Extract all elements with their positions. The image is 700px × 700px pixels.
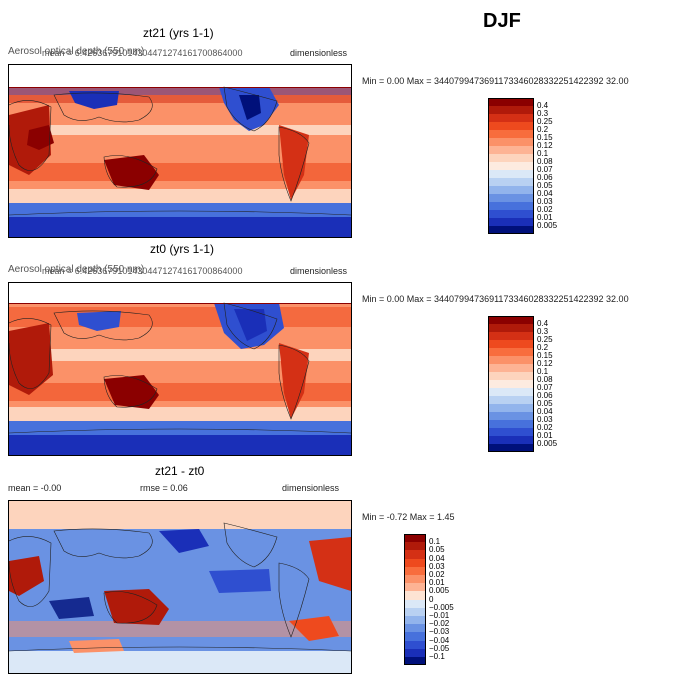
panel2-colorbar-label: 0.06: [537, 391, 553, 400]
panel3-colorbar-label: −0.01: [429, 611, 450, 620]
panel2-variable: Aerosol optical depth (550 nm): [8, 264, 145, 275]
panel2-title: zt0 (yrs 1-1): [150, 242, 215, 256]
panel1-colorbar-label: 0.2: [537, 125, 549, 134]
panel3-colorbar-label: −0.05: [429, 643, 450, 653]
panel1-title: zt21 (yrs 1-1): [143, 26, 214, 40]
panel2-minmax: Min = 0.00 Max = 34407994736911733460283…: [362, 294, 629, 304]
panel2-colorbar-label: 0.25: [537, 335, 553, 344]
panel2-colorbar-label: 0.05: [537, 399, 553, 408]
panel3-colorbar-label: −0.03: [429, 627, 450, 637]
panel1-colorbar-label: 0.005: [537, 221, 558, 230]
panel1-colorbar-label: 0.3: [537, 109, 549, 118]
panel1-colorbar-label: 0.15: [537, 133, 553, 142]
panel3-colorbar-label: 0.1: [429, 537, 441, 547]
panel2-colorbar-label: 0.4: [537, 319, 549, 328]
panel1-units: dimensionless: [290, 48, 348, 58]
panel1-colorbar-label: 0.05: [537, 181, 553, 190]
panel2-colorbar-label: 0.01: [537, 431, 553, 440]
panel3-colorbar-label: 0: [429, 594, 434, 604]
panel1-colorbar-label: 0.01: [537, 213, 553, 222]
panel3-colorbar-label: −0.02: [429, 619, 450, 629]
season-label: DJF: [483, 10, 521, 32]
panel2-colorbar-label: 0.04: [537, 407, 553, 416]
panel1-mean: mean = 6.4263679101430447127416170086400…: [42, 48, 243, 58]
panel2-colorbar-label: 0.005: [537, 439, 558, 448]
panel3-colorbar-label: 0.01: [429, 578, 445, 588]
panel2-colorbar-label: 0.15: [537, 351, 553, 360]
panel3-colorbar-label: 0.005: [429, 586, 450, 596]
panel3-colorbar-frame: [404, 534, 426, 666]
panel3-colorbar-label: −0.04: [429, 635, 450, 645]
panel1-colorbar-label: 0.02: [537, 205, 553, 214]
panel3-map: [8, 500, 352, 674]
panel2-colorbar-label: 0.1: [537, 367, 549, 376]
panel3-map-svg: [9, 501, 351, 673]
panel3-rmse: rmse = 0.06: [140, 483, 188, 493]
panel1-colorbar-label: 0.4: [537, 101, 549, 110]
panel3-units: dimensionless: [282, 483, 340, 493]
panel3-mean: mean = -0.00: [8, 483, 62, 493]
panel3-title: zt21 - zt0: [155, 464, 205, 478]
panel2-colorbar-label: 0.07: [537, 383, 553, 392]
panel1-colorbar-label: 0.1: [537, 149, 549, 158]
panel1-colorbar-label: 0.03: [537, 197, 553, 206]
panel1-colorbar-frame: [488, 98, 534, 234]
panel3-colorbar-label: 0.04: [429, 553, 445, 563]
panel2-map: [8, 282, 352, 456]
panel3-colorbar-label: 0.05: [429, 545, 445, 555]
panel2-colorbar-frame: [488, 316, 534, 452]
panel1-map: [8, 64, 352, 238]
panel2-colorbar-label: 0.12: [537, 359, 553, 368]
panel2-map-svg: [9, 283, 351, 455]
panel1-map-svg: [9, 65, 351, 237]
panel3-colorbar-label: −0.005: [429, 602, 454, 612]
panel3-colorbar-label: 0.03: [429, 561, 445, 571]
panel2-colorbar-label: 0.2: [537, 343, 549, 352]
panel2-units: dimensionless: [290, 266, 348, 276]
panel3-minmax: Min = -0.72 Max = 1.45: [362, 512, 455, 522]
panel1-colorbar-label: 0.06: [537, 173, 553, 182]
panel1-colorbar-label: 0.12: [537, 141, 553, 150]
panel1-colorbar-label: 0.07: [537, 165, 553, 174]
panel2-colorbar-label: 0.3: [537, 327, 549, 336]
panel1-variable: Aerosol optical depth (550 nm): [8, 46, 145, 57]
panel1-minmax: Min = 0.00 Max = 34407994736911733460283…: [362, 76, 629, 86]
panel2-colorbar-label: 0.08: [537, 375, 553, 384]
panel2-colorbar-label: 0.02: [537, 423, 553, 432]
panel1-colorbar-label: 0.25: [537, 117, 553, 126]
panel1-colorbar-label: 0.08: [537, 157, 553, 166]
panel2-colorbar-label: 0.03: [537, 415, 553, 424]
panel1-colorbar-label: 0.04: [537, 189, 553, 198]
panel3-colorbar-label: −0.1: [429, 652, 445, 661]
panel2-mean: mean = 6.4263679101430447127416170086400…: [42, 266, 243, 276]
panel3-colorbar-label: 0.02: [429, 570, 445, 579]
